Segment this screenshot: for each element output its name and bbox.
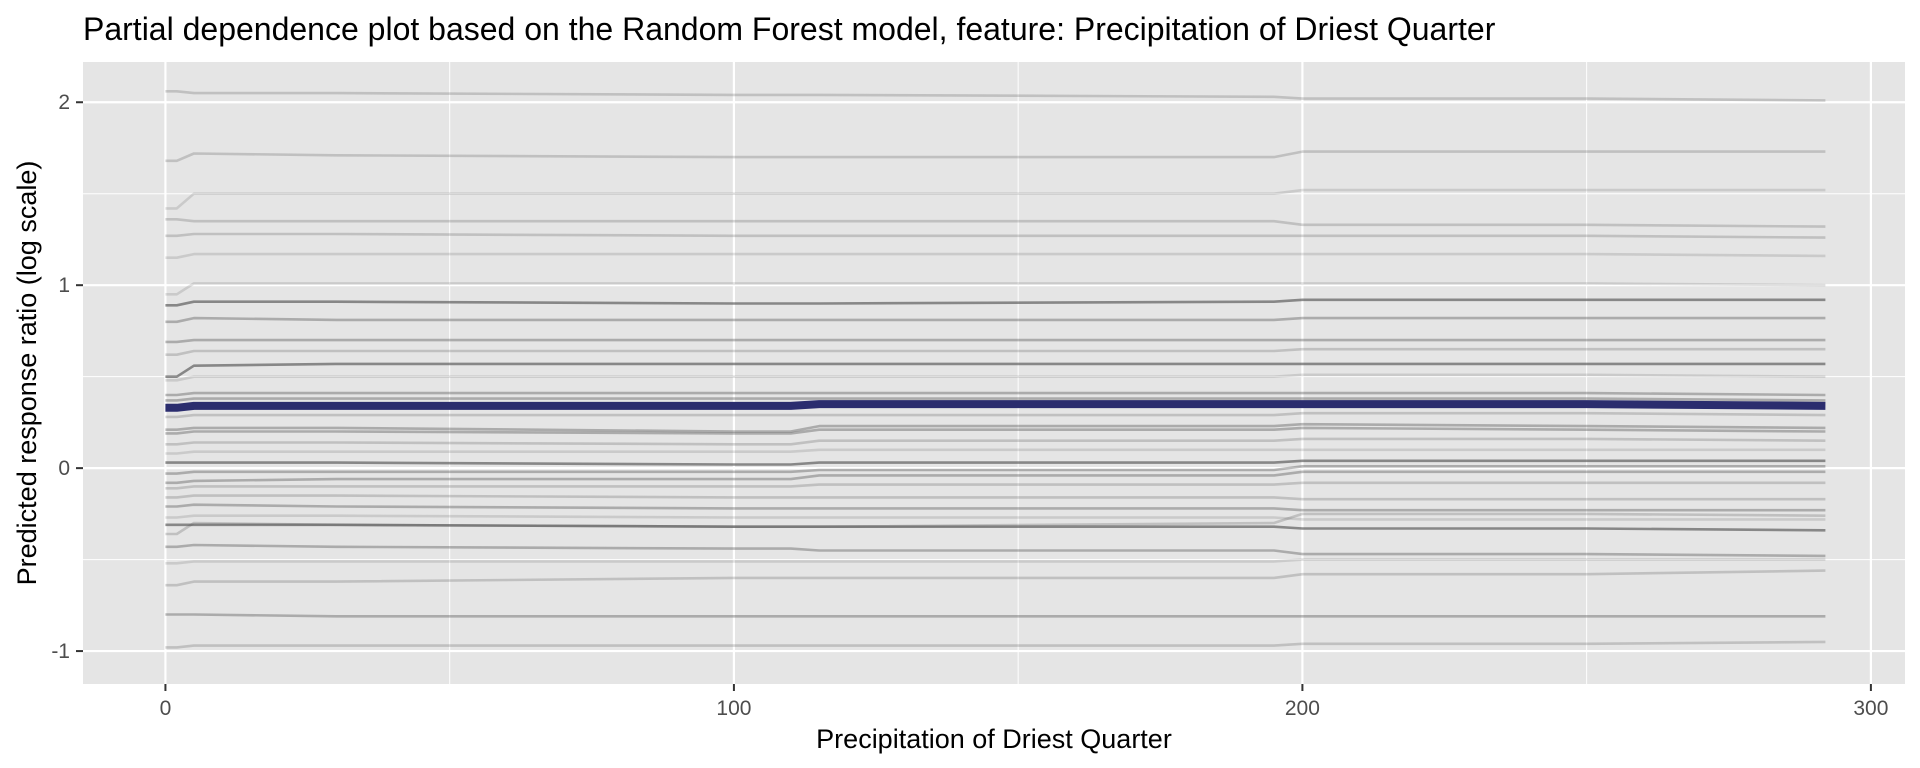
- ice-curve: [165, 465, 1826, 475]
- ice-curve: [165, 362, 1826, 378]
- ice-curve: [165, 422, 1826, 433]
- ice-curve: [165, 411, 1826, 419]
- y-axis: -1 0 1 2: [51, 91, 83, 663]
- y-axis-title: Predicted response ratio (log scale): [12, 161, 42, 586]
- ice-curve: [165, 613, 1826, 618]
- ice-curve: [165, 298, 1826, 307]
- ice-curve: [165, 218, 1826, 228]
- ice-curve: [165, 316, 1826, 324]
- ice-curve: [165, 569, 1826, 587]
- y-tick-label: 0: [58, 457, 70, 480]
- plot-panel: [83, 62, 1905, 684]
- ice-curve: [165, 543, 1826, 558]
- ice-curve: [165, 448, 1826, 455]
- ice-curve: [165, 523, 1826, 532]
- average-curve-group: [165, 400, 1826, 412]
- x-tick-label: 0: [160, 697, 172, 720]
- ice-curve: [165, 282, 1826, 296]
- y-tick-label: 2: [58, 91, 70, 114]
- x-axis-title: Precipitation of Driest Quarter: [816, 724, 1172, 754]
- ice-curve: [165, 252, 1826, 259]
- ice-curve: [165, 494, 1826, 501]
- minor-gridlines: [83, 62, 1905, 684]
- ice-curve: [165, 373, 1826, 382]
- ice-curve: [165, 232, 1826, 239]
- ice-curve: [165, 437, 1826, 446]
- ice-curve: [165, 481, 1826, 490]
- chart-title: Partial dependence plot based on the Ran…: [83, 11, 1496, 47]
- ice-curve: [165, 640, 1826, 649]
- average-curve: [165, 400, 1826, 412]
- ice-curve: [165, 470, 1826, 485]
- x-tick-label: 200: [1285, 697, 1320, 720]
- y-tick-label: 1: [58, 274, 70, 297]
- ice-curve: [165, 391, 1826, 397]
- ice-curve: [165, 503, 1826, 512]
- individual-curves: [165, 90, 1826, 649]
- ice-curve: [165, 426, 1826, 435]
- ice-curve: [165, 338, 1826, 344]
- ice-curve: [165, 188, 1826, 210]
- ice-curve: [165, 90, 1826, 102]
- ice-curve: [165, 397, 1826, 402]
- ice-curve: [165, 459, 1826, 466]
- ice-curve: [165, 150, 1826, 163]
- y-tick-label: -1: [51, 640, 70, 663]
- major-gridlines: [83, 62, 1905, 684]
- x-tick-label: 100: [716, 697, 751, 720]
- x-axis: 0 100 200 300: [160, 684, 1888, 720]
- ice-curve: [165, 558, 1826, 565]
- x-tick-label: 300: [1853, 697, 1888, 720]
- ice-curve: [165, 347, 1826, 356]
- ice-curve: [165, 514, 1826, 521]
